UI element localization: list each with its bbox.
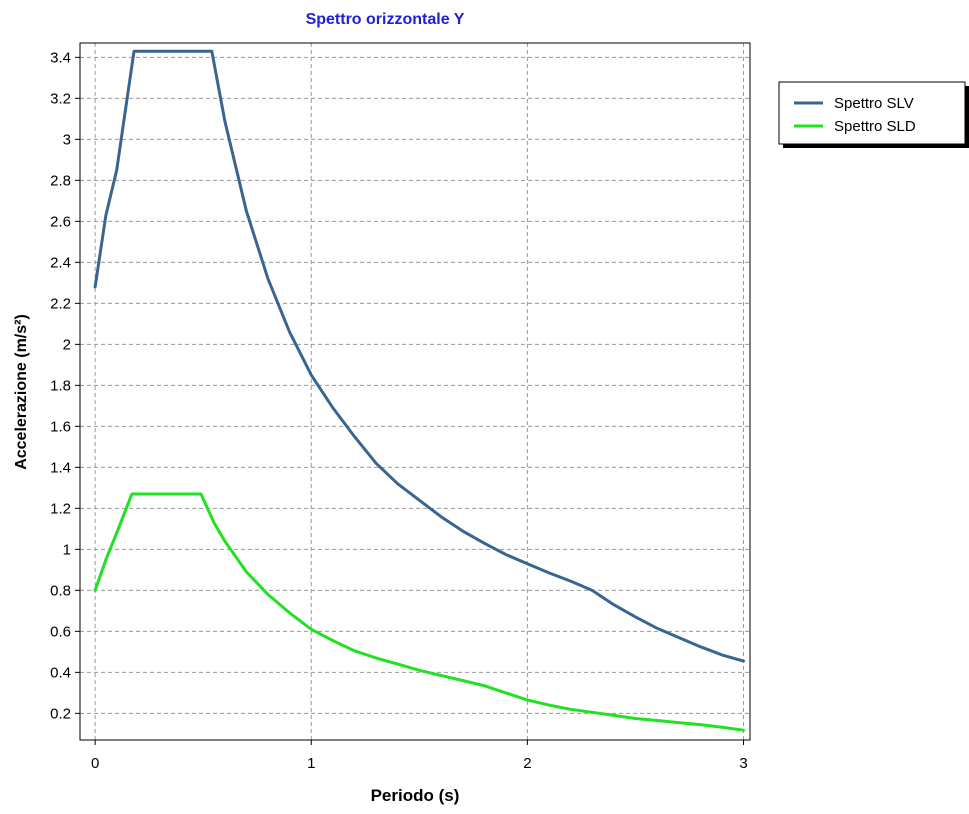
y-tick-label: 2.8 [50,172,71,189]
y-axis-label: Accelerazione (m/s²) [13,314,30,470]
y-tick-label: 2.4 [50,254,71,271]
series-layer [93,49,745,732]
y-tick-label: 2.6 [50,213,71,230]
y-tick-label: 1.4 [50,459,71,476]
legend-label-spettro-slv: Spettro SLV [834,95,914,112]
series-line-spettro-sld [93,492,745,732]
y-tick-label: 3 [63,131,71,148]
x-tick-label: 2 [523,755,531,772]
x-tick-label: 0 [91,755,99,772]
y-tick-label: 0.2 [50,705,71,722]
y-tick-label: 1 [63,541,71,558]
y-tick-label: 2.2 [50,295,71,312]
y-tick-label: 1.2 [50,500,71,517]
y-tick-label: 3.2 [50,90,71,107]
y-tick-label: 1.8 [50,377,71,394]
legend-box [778,81,966,145]
y-tick-label: 0.4 [50,664,71,681]
x-tick-label: 3 [739,755,747,772]
axis-layer: 0 1 2 3 0.2 0.4 0.6 0.8 1 1.2 1.4 1.6 1.8 2 2.2 2.4 2.6 2… [50,49,748,772]
series-line-spettro-slv [93,49,745,663]
y-tick-label: 0.8 [50,582,71,599]
y-tick-label: 3.4 [50,49,71,66]
legend-label-spettro-sld: Spettro SLD [834,118,916,135]
chart-title: Spettro orizzontale Y [306,11,465,28]
y-tick-label: 1.6 [50,418,71,435]
x-axis-label: Periodo (s) [371,786,460,805]
x-tick-label: 1 [307,755,315,772]
y-tick-label: 0.6 [50,623,71,640]
legend: Spettro SLV Spettro SLD [778,81,969,148]
plot-frame [79,42,751,741]
y-tick-label: 2 [63,336,71,353]
